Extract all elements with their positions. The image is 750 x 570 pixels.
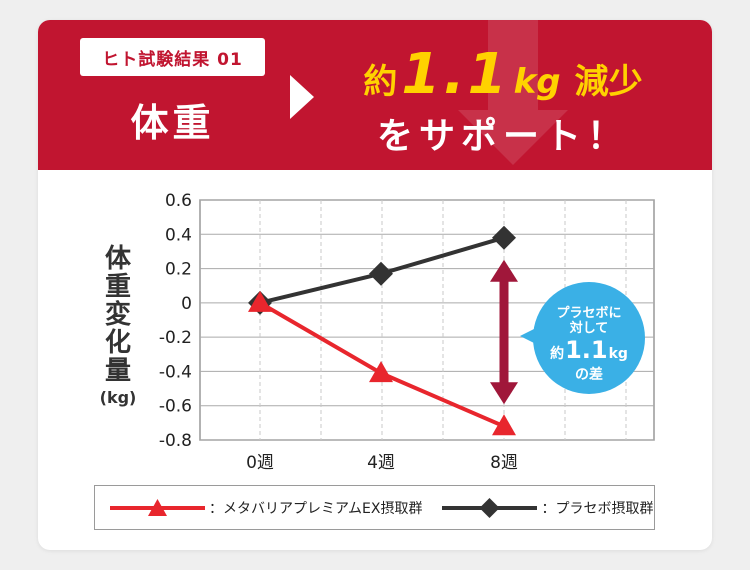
down-arrow-icon	[458, 20, 568, 165]
difference-arrow-head-up	[490, 259, 518, 282]
y-tick-label: 0	[181, 294, 192, 314]
y-axis-label-char: 変	[104, 300, 131, 330]
bubble-tail	[520, 328, 536, 344]
y-axis-label: 体 重 変 化 量 (kg)	[93, 245, 143, 409]
data-point-triangle	[369, 361, 393, 383]
headline-value: 1.1	[401, 42, 510, 107]
data-point-triangle	[248, 290, 272, 312]
y-axis-label-char: 重	[104, 272, 131, 302]
y-tick-label: 0.4	[165, 225, 192, 245]
bubble-line2: 対して	[569, 321, 609, 336]
legend-label: ：プラセボ摂取群	[541, 500, 654, 517]
headline-suffix: 減少	[574, 62, 643, 102]
y-tick-label: -0.4	[159, 362, 192, 382]
y-tick-label: 0.6	[165, 191, 192, 211]
result-card: ヒト試験結果 01 体重 約 1.1 kg 減少 をサポート！ 体 重 変 化 …	[38, 20, 712, 550]
weight-change-chart: 0.6 0.4 0.2 0 -0.2 -0.4 -0.6 -0.8 0週 4週 8週	[159, 191, 655, 473]
x-tick-label: 0週	[246, 453, 274, 473]
diamond-marker-icon	[442, 497, 538, 518]
y-axis-label-char: 体	[104, 244, 131, 274]
y-tick-label: -0.2	[159, 328, 192, 348]
bubble-prefix: 約	[550, 346, 565, 362]
headline: 約 1.1 kg 減少	[338, 42, 668, 108]
legend: ：メタバリアプレミアムEX摂取群 ：プラセボ摂取群	[94, 485, 655, 530]
test-result-badge: ヒト試験結果 01	[80, 38, 265, 76]
triangle-marker-icon	[110, 498, 205, 516]
bubble-suffix: の差	[575, 367, 603, 383]
y-tick-label: 0.2	[165, 260, 192, 280]
x-tick-label: 8週	[490, 453, 518, 473]
headline-line2: をサポート！	[376, 116, 629, 157]
bubble-value-line: 約1.1kg	[533, 336, 645, 364]
data-point-diamond	[369, 261, 393, 286]
legend-item-placebo: ：プラセボ摂取群	[442, 497, 654, 518]
chevron-right-icon	[290, 75, 314, 119]
y-axis-label-char: 化	[104, 328, 131, 358]
legend-label: ：メタバリアプレミアムEX摂取群	[209, 500, 423, 517]
y-axis-unit: (kg)	[99, 388, 137, 407]
headline-prefix: 約	[363, 62, 398, 102]
data-point-diamond	[492, 225, 516, 250]
legend-item-metabarrier: ：メタバリアプレミアムEX摂取群	[110, 498, 422, 518]
headline-unit: kg	[513, 62, 561, 102]
bubble-line1: プラセボに	[556, 306, 622, 321]
difference-arrow-head-down	[490, 382, 518, 405]
y-tick-label: -0.8	[159, 431, 192, 451]
x-tick-label: 4週	[367, 453, 395, 473]
bubble-unit: kg	[608, 346, 628, 362]
category-title: 体重	[130, 100, 215, 145]
bubble-text: プラセボに 対して	[533, 306, 645, 336]
banner: ヒト試験結果 01 体重 約 1.1 kg 減少 をサポート！	[38, 20, 712, 170]
y-tick-label: -0.6	[159, 397, 192, 417]
bubble-value: 1.1	[565, 336, 608, 364]
data-point-triangle	[492, 414, 516, 436]
difference-bubble: プラセボに 対して 約1.1kg の差	[533, 282, 645, 394]
y-axis-label-char: 量	[104, 356, 131, 386]
